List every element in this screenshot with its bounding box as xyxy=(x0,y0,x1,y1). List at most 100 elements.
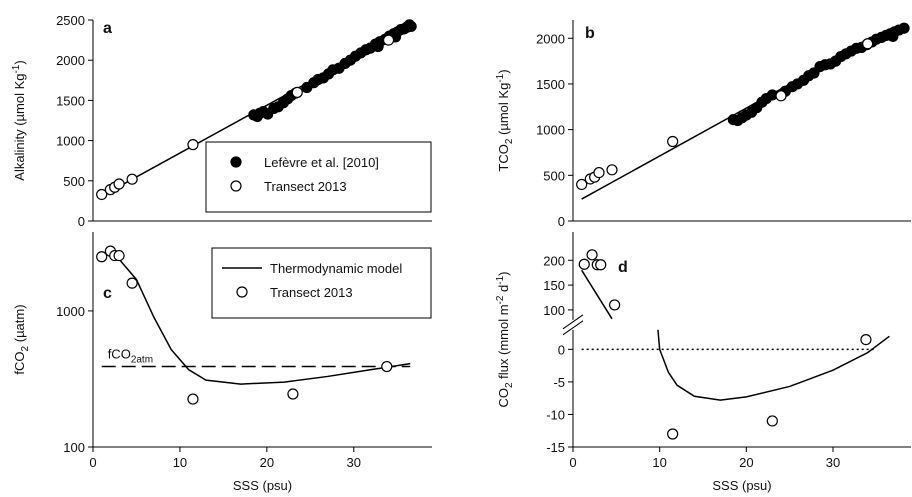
y-axis-label-part: Alkalinity (µmol Kg xyxy=(12,74,27,181)
y-axis-label: fCO2 (µatm) xyxy=(12,304,31,374)
legend-swatch xyxy=(230,180,242,192)
marker xyxy=(775,90,787,102)
x-tick-label: 20 xyxy=(260,455,274,470)
y-tick-label: 500 xyxy=(63,174,85,189)
marker xyxy=(667,428,679,440)
x-tick-label: 30 xyxy=(826,455,840,470)
marker xyxy=(667,135,679,148)
marker xyxy=(381,360,393,373)
line xyxy=(101,251,411,385)
y-axis-label: TCO2 (µmol Kg-1) xyxy=(495,69,515,171)
y-tick-label: 2500 xyxy=(56,13,85,28)
y-axis-label-part: -1 xyxy=(11,64,22,73)
y-tick-label: 100 xyxy=(543,303,565,318)
y-axis-label-part: d xyxy=(496,285,511,296)
y-tick-label: 1500 xyxy=(56,93,85,108)
marker xyxy=(126,277,138,289)
marker xyxy=(860,333,872,346)
y-axis-label-part: flux (mmol m xyxy=(496,304,511,382)
y-axis-label-part: (µmol Kg xyxy=(496,83,511,139)
y-tick-label: 0 xyxy=(558,214,565,229)
marker xyxy=(586,249,598,261)
marker xyxy=(113,178,125,190)
y-tick-label: 1000 xyxy=(56,304,85,319)
marker xyxy=(578,258,590,270)
y-tick-label: 0 xyxy=(78,214,85,229)
marker xyxy=(593,166,605,179)
y-axis-label-part: fCO xyxy=(12,351,27,374)
y-axis-label-part: ) xyxy=(12,60,27,64)
marker xyxy=(405,20,417,33)
y-tick-label: 100 xyxy=(63,440,85,455)
line-label-part: fCO xyxy=(108,347,131,362)
y-axis-label-part: ) xyxy=(496,69,511,73)
marker xyxy=(382,34,395,46)
marker xyxy=(766,415,778,427)
y-tick-label: 2000 xyxy=(536,31,565,46)
panel-label: a xyxy=(103,20,112,37)
y-tick-label: -10 xyxy=(546,407,565,422)
y-tick-label: 200 xyxy=(543,253,565,268)
panel-label: b xyxy=(585,25,595,42)
line-label-part: 2atm xyxy=(131,355,153,366)
legend-label: Transect 2013 xyxy=(270,285,353,300)
line-label: fCO2atm xyxy=(108,347,153,366)
x-tick-label: 0 xyxy=(569,455,576,470)
marker xyxy=(608,299,621,311)
y-tick-label: 2000 xyxy=(56,53,85,68)
y-tick-label: -15 xyxy=(546,440,565,455)
marker xyxy=(187,393,199,405)
marker xyxy=(372,40,384,53)
line xyxy=(657,329,890,401)
legend-swatch xyxy=(236,286,248,298)
x-tick-label: 0 xyxy=(89,455,96,470)
marker xyxy=(606,164,618,176)
x-axis-label: SSS (psu) xyxy=(233,478,292,493)
legend-label: Thermodynamic model xyxy=(270,261,402,276)
marker xyxy=(96,188,108,201)
marker xyxy=(96,251,108,263)
y-axis-label-part: -1 xyxy=(495,73,506,82)
axis-break xyxy=(562,314,584,330)
y-tick-label: 1000 xyxy=(536,123,565,138)
line xyxy=(581,269,613,320)
marker xyxy=(898,22,910,34)
marker xyxy=(113,249,125,262)
marker xyxy=(187,139,199,151)
y-axis-label-part: (µatm) xyxy=(12,304,27,345)
y-tick-label: 1500 xyxy=(536,77,565,92)
marker xyxy=(862,38,874,50)
y-axis-label-part: ) xyxy=(496,271,511,275)
y-tick-label: 500 xyxy=(543,168,565,183)
x-axis-label: SSS (psu) xyxy=(712,478,771,493)
y-axis-label: CO2 flux (mmol m-2 d-1) xyxy=(495,271,515,407)
y-axis-label-part: -1 xyxy=(495,275,506,284)
y-tick-label: 150 xyxy=(543,278,565,293)
x-tick-label: 10 xyxy=(173,455,187,470)
marker xyxy=(291,86,303,98)
y-axis-label-part: 2 xyxy=(504,382,515,388)
x-tick-label: 30 xyxy=(347,455,361,470)
marker xyxy=(887,30,899,43)
x-tick-label: 10 xyxy=(652,455,666,470)
legend-swatch xyxy=(230,156,242,168)
axis-break xyxy=(562,320,584,336)
legend-label: Lefèvre et al. [2010] xyxy=(264,155,379,170)
marker xyxy=(576,178,588,191)
panel-label: c xyxy=(103,285,112,302)
y-axis-label: Alkalinity (µmol Kg-1) xyxy=(11,60,27,180)
y-axis-label-part: -2 xyxy=(495,295,506,304)
panel-label: d xyxy=(618,259,628,276)
y-axis-label-part: 2 xyxy=(20,345,31,351)
y-axis-label-part: TCO xyxy=(496,144,511,171)
y-axis-label-part: CO xyxy=(496,388,511,408)
legend-box xyxy=(205,141,432,213)
y-axis-label-part: 2 xyxy=(504,138,515,144)
y-tick-label: 1000 xyxy=(56,134,85,149)
legend-label: Transect 2013 xyxy=(264,179,347,194)
marker xyxy=(595,259,607,271)
marker xyxy=(126,173,138,185)
x-tick-label: 20 xyxy=(739,455,753,470)
marker xyxy=(287,388,299,400)
legend-box xyxy=(211,247,432,319)
